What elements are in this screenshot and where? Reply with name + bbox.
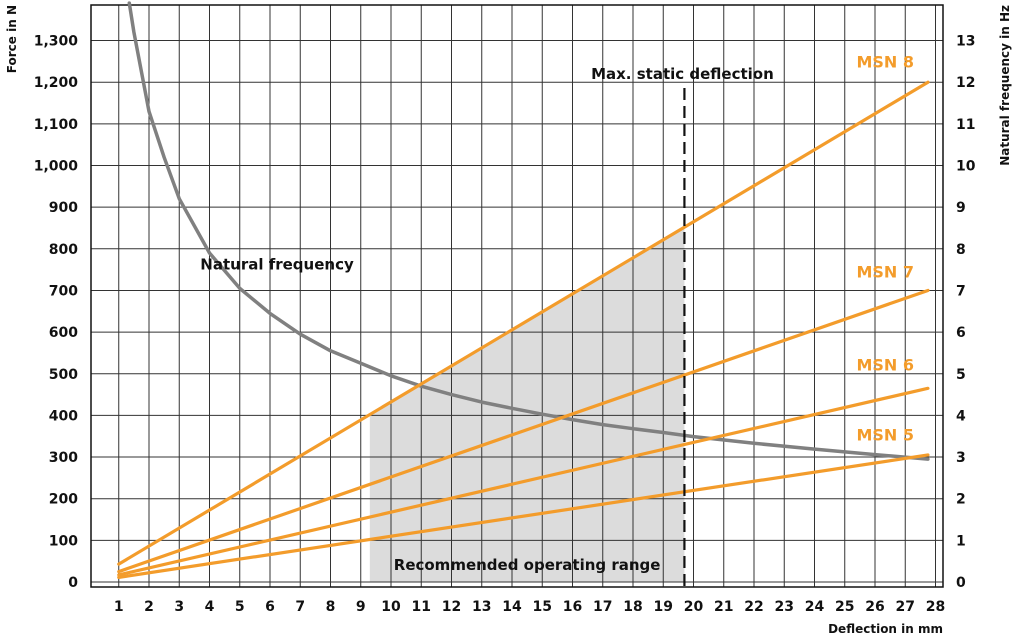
x-tick-label: 19	[654, 599, 673, 615]
y2-tick-label: 11	[956, 117, 975, 133]
y2-tick-label: 5	[956, 367, 966, 383]
y-tick-label: 600	[49, 325, 78, 341]
y-tick-label: 1,200	[34, 75, 79, 91]
y2-tick-label: 7	[956, 283, 966, 299]
x-tick-label: 28	[926, 599, 945, 615]
x-tick-label: 20	[684, 599, 704, 615]
max-deflection-label: Max. static deflection	[591, 65, 774, 83]
y-tick-label: 900	[49, 200, 78, 216]
x-tick-label: 5	[235, 599, 245, 615]
y2-tick-label: 8	[956, 242, 966, 258]
x-tick-label: 16	[563, 599, 582, 615]
x-tick-label: 14	[502, 599, 522, 615]
y-tick-label: 1,300	[34, 34, 79, 50]
x-tick-label: 18	[623, 599, 642, 615]
x-tick-label: 25	[835, 599, 854, 615]
y-tick-label: 700	[49, 283, 78, 299]
y-tick-label: 0	[68, 575, 78, 591]
series-label-msn-6: MSN 6	[856, 355, 914, 374]
recommended-range-fill	[369, 227, 685, 582]
y2-tick-label: 1	[956, 533, 966, 549]
y2-axis-title: Natural frequency in Hz	[998, 5, 1012, 166]
y-tick-label: 800	[49, 242, 78, 258]
x-tick-label: 2	[144, 599, 154, 615]
series-line-msn-7	[117, 288, 930, 574]
x-tick-label: 12	[442, 599, 461, 615]
series-label-msn-7: MSN 7	[856, 263, 914, 282]
x-tick-label: 23	[775, 599, 794, 615]
natural-frequency-label: Natural frequency	[200, 255, 354, 273]
y2-tick-label: 9	[956, 200, 966, 216]
x-tick-label: 15	[533, 599, 552, 615]
x-tick-label: 27	[896, 599, 915, 615]
series-line-msn-5	[117, 453, 930, 580]
x-tick-label: 8	[326, 599, 336, 615]
plot-border	[90, 4, 944, 588]
y2-tick-label: 2	[956, 492, 966, 508]
y2-tick-label: 6	[956, 325, 966, 341]
y-tick-label: 1,000	[34, 159, 79, 175]
series-label-msn-8: MSN 8	[856, 52, 914, 71]
y2-tick-label: 0	[956, 575, 966, 591]
natural-frequency-line	[127, 1, 930, 461]
y-tick-label: 100	[49, 533, 78, 549]
x-tick-label: 13	[472, 599, 491, 615]
x-tick-label: 21	[714, 599, 733, 615]
y2-tick-label: 4	[956, 408, 966, 424]
y-tick-label: 300	[49, 450, 78, 466]
x-tick-label: 17	[593, 599, 612, 615]
plot-frame	[90, 4, 944, 588]
series-label-msn-5: MSN 5	[856, 425, 914, 444]
x-tick-label: 3	[174, 599, 184, 615]
x-tick-label: 9	[356, 599, 366, 615]
series-lines	[117, 1, 930, 587]
chart-labels: Force in N Natural frequency in Hz Deflect…	[5, 5, 1012, 636]
grid	[91, 5, 943, 587]
x-tick-label: 10	[381, 599, 401, 615]
series-line-msn-6	[117, 386, 930, 577]
x-tick-label: 11	[412, 599, 431, 615]
x-tick-label: 26	[865, 599, 884, 615]
x-tick-label: 24	[805, 599, 825, 615]
y2-tick-label: 3	[956, 450, 966, 466]
y-tick-label: 1,100	[34, 117, 79, 133]
y2-tick-label: 10	[956, 159, 976, 175]
y-tick-label: 400	[49, 408, 78, 424]
recommended-range-area	[369, 227, 685, 582]
y-tick-label: 500	[49, 367, 78, 383]
y-tick-label: 200	[49, 492, 78, 508]
tick-labels: 1 2 3 4 5 6 7 8 9 10 11 12 13 14 15 16 17 18 19 20 21 22 23 24 2…	[34, 34, 976, 615]
x-tick-label: 7	[295, 599, 305, 615]
y-axis-title: Force in N	[5, 5, 19, 73]
recommended-range-label: Recommended operating range	[394, 556, 661, 574]
x-tick-label: 6	[265, 599, 275, 615]
series-line-msn-8	[117, 80, 930, 566]
y2-tick-label: 12	[956, 75, 975, 91]
x-tick-label: 4	[205, 599, 215, 615]
x-tick-label: 1	[114, 599, 124, 615]
x-axis-title: Deflection in mm	[828, 622, 943, 636]
x-tick-label: 22	[744, 599, 763, 615]
y2-tick-label: 13	[956, 34, 975, 50]
